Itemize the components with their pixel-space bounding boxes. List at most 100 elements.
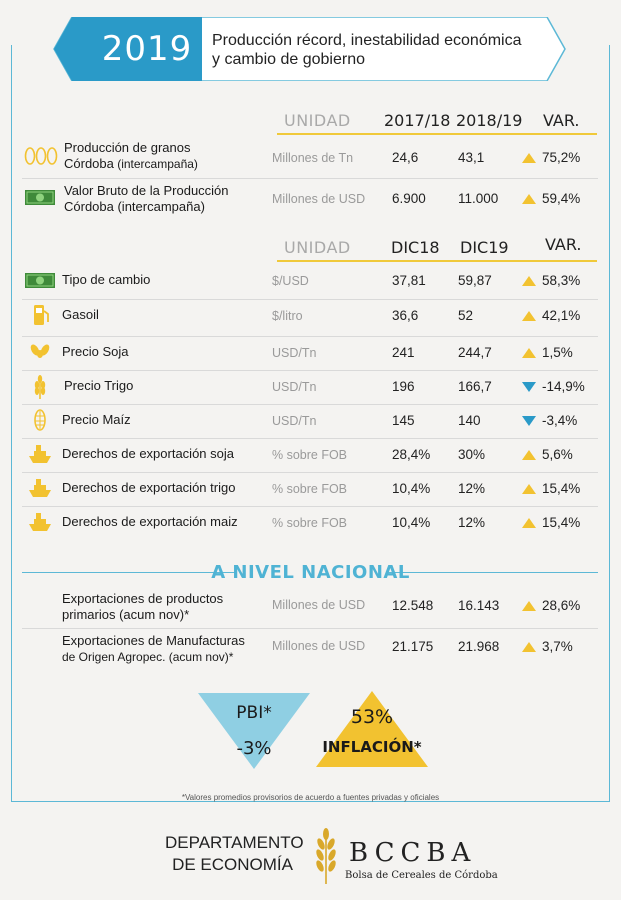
row-value-b: 16.143: [458, 598, 500, 613]
row-divider: [22, 472, 598, 473]
row-label-line-1: Exportaciones de Manufacturas: [62, 633, 245, 648]
down-arrow-icon: [522, 416, 536, 426]
pbi-triangle: [198, 693, 310, 769]
row-value-b: 166,7: [458, 379, 492, 394]
pbi-value: -3%: [236, 738, 272, 759]
row-label-line-2: Córdoba (intercampaña): [64, 199, 205, 214]
row-label: Precio Soja: [62, 344, 129, 359]
row-value-a: 24,6: [392, 150, 419, 165]
table1-header-line: [277, 133, 597, 135]
row-unit: Millones de USD: [272, 598, 366, 612]
table-row: Derechos de exportación trigo % sobre FOB…: [22, 476, 598, 506]
up-arrow-icon: [522, 450, 536, 460]
row-label: Precio Trigo: [64, 378, 134, 393]
section-title-national: A NIVEL NACIONAL: [211, 562, 410, 583]
row-label: Derechos de exportación trigo: [62, 480, 236, 495]
up-arrow-icon: [522, 642, 536, 652]
title-line-1: Producción récord, inestabilidad económi…: [212, 32, 522, 49]
row-value-b: 11.000: [458, 191, 499, 206]
table-row: Gasoil $/litro 36,6 52 42,1%: [22, 303, 598, 333]
footnote: *Valores promedios provisorios de acuerd…: [181, 793, 440, 802]
row-label: Valor Bruto de la Producción Córdoba (in…: [64, 183, 229, 215]
table2-col-a: DIC18: [391, 238, 440, 257]
table-row: Derechos de exportación soja % sobre FOB 2…: [22, 442, 598, 472]
row-label-line-2: de Origen Agropec. (acum nov)*: [62, 650, 234, 664]
up-arrow-icon: [522, 518, 536, 528]
row-unit: % sobre FOB: [272, 516, 348, 530]
row-unit: $/litro: [272, 309, 303, 323]
row-unit: USD/Tn: [272, 380, 317, 394]
row-divider: [22, 178, 598, 179]
inflation-triangle: [316, 691, 428, 767]
table-row: Precio Maíz USD/Tn 145 140 -3,4%: [22, 408, 598, 438]
row-value-b: 244,7: [458, 345, 492, 360]
row-label: Producción de granos Córdoba (intercampa…: [64, 140, 198, 172]
table1-col-var: VAR.: [543, 111, 580, 130]
row-variation: 28,6%: [542, 598, 581, 613]
row-variation: -14,9%: [542, 379, 585, 394]
wheat-icon: [24, 374, 56, 405]
table-row: Producción de granos Córdoba (intercampa…: [22, 140, 598, 176]
up-arrow-icon: [522, 153, 536, 163]
row-value-a: 145: [392, 413, 415, 428]
row-label: Gasoil: [62, 307, 99, 322]
table2-col-unit: UNIDAD: [284, 238, 351, 257]
row-value-a: 10,4%: [392, 481, 431, 496]
row-value-b: 21.968: [458, 639, 500, 654]
table-row: Valor Bruto de la Producción Córdoba (in…: [22, 183, 598, 219]
table2-header-line: [277, 260, 597, 262]
row-value-a: 10,4%: [392, 515, 431, 530]
row-unit: Millones de USD: [272, 192, 366, 206]
row-label: Tipo de cambio: [62, 272, 151, 287]
title-line-2: y cambio de gobierno: [212, 51, 365, 68]
row-variation: 75,2%: [542, 150, 581, 165]
row-value-a: 37,81: [392, 273, 426, 288]
ship-icon: [24, 510, 56, 539]
row-value-b: 12%: [458, 481, 486, 496]
row-value-a: 6.900: [392, 191, 426, 206]
row-value-b: 59,87: [458, 273, 492, 288]
row-variation: 15,4%: [542, 481, 581, 496]
table-row: Exportaciones de Manufacturas de Origen …: [22, 633, 598, 669]
table-row: Exportaciones de productos primarios (ac…: [22, 591, 598, 627]
row-divider: [22, 506, 598, 507]
inflation-label: INFLACIÓN*: [322, 738, 422, 756]
row-label: Exportaciones de Manufacturas de Origen …: [62, 633, 245, 665]
row-variation: -3,4%: [542, 413, 578, 428]
up-arrow-icon: [522, 311, 536, 321]
year-label: 2019: [101, 29, 193, 69]
row-variation: 42,1%: [542, 308, 581, 323]
brand-logo-text: BCCBA: [349, 838, 477, 868]
row-value-b: 52: [458, 308, 474, 323]
row-label: Precio Maíz: [62, 412, 131, 427]
down-arrow-icon: [522, 382, 536, 392]
row-label: Exportaciones de productos primarios (ac…: [62, 591, 223, 623]
row-value-b: 43,1: [458, 150, 485, 165]
corn-icon: [24, 408, 56, 437]
table-row: Derechos de exportación maiz % sobre FOB 1…: [22, 510, 598, 540]
brand-subtitle: Bolsa de Cereales de Córdoba: [345, 870, 498, 881]
row-unit: $/USD: [272, 274, 309, 288]
header-banner: 2019 Producción récord, inestabilidad ec…: [52, 17, 567, 81]
row-divider: [22, 336, 598, 337]
row-label: Derechos de exportación maiz: [62, 514, 238, 529]
row-unit: Millones de Tn: [272, 151, 354, 165]
row-unit: USD/Tn: [272, 346, 317, 360]
row-value-b: 140: [458, 413, 481, 428]
table2-col-b: DIC19: [460, 238, 509, 257]
table1-col-a: 2017/18: [384, 111, 451, 130]
department-label: DEPARTAMENTO DE ECONOMÍA: [165, 832, 304, 876]
section-line-right: [388, 572, 598, 574]
row-value-a: 196: [392, 379, 415, 394]
soy-icon: [24, 340, 56, 365]
pbi-label: PBI*: [236, 703, 272, 723]
row-value-a: 21.175: [392, 639, 434, 654]
ship-icon: [24, 476, 56, 505]
row-variation: 5,6%: [542, 447, 573, 462]
fuel-pump-icon: [24, 303, 56, 332]
infographic-frame: [11, 45, 610, 802]
section-line-left: [22, 572, 236, 574]
row-label-line-2: Córdoba: [64, 156, 114, 171]
row-divider: [22, 299, 598, 300]
row-variation: 15,4%: [542, 515, 581, 530]
